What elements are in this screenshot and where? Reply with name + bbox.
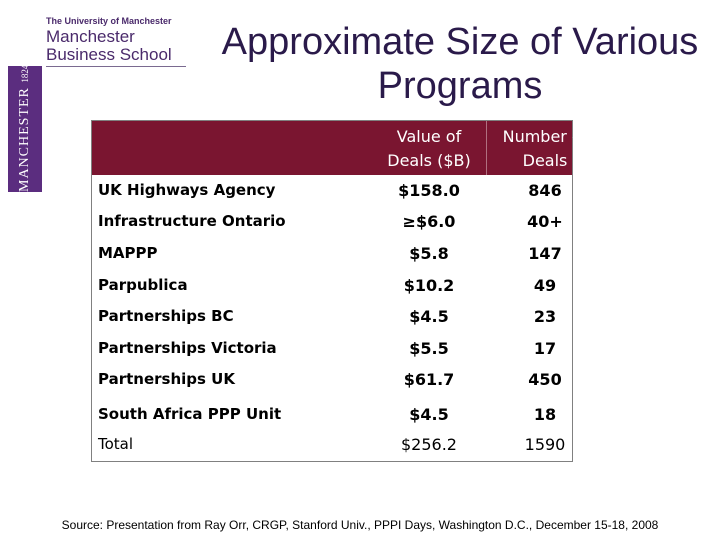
header-value-line1: Value of: [396, 127, 462, 146]
deal-count: 23: [533, 307, 557, 326]
total-label: Total: [98, 435, 134, 453]
deal-count: 450: [528, 370, 562, 389]
deal-value: $10.2: [403, 276, 455, 295]
header-divider: [486, 121, 487, 175]
table-row: MAPPP $5.8 147: [92, 240, 572, 272]
deal-value: $158.0: [398, 181, 460, 200]
deal-count: 18: [533, 405, 557, 424]
program-name: South Africa PPP Unit: [98, 405, 282, 423]
deal-value: $5.8: [409, 244, 449, 263]
logo-university-name: The University of Manchester: [46, 16, 172, 26]
table-row: Partnerships UK $61.7 450: [92, 366, 572, 398]
university-logo: The University of Manchester Manchester …: [8, 14, 188, 194]
program-name: Infrastructure Ontario: [98, 212, 286, 230]
table-row: South Africa PPP Unit $4.5 18: [92, 401, 572, 433]
deal-count: 40+: [527, 212, 563, 231]
deal-value: $4.5: [409, 405, 449, 424]
total-value: $256.2: [401, 435, 457, 454]
source-citation: Source: Presentation from Ray Orr, CRGP,…: [61, 518, 659, 532]
crest-text: MANCHESTER 1824: [8, 64, 42, 192]
deal-value: ≥$6.0: [402, 212, 456, 231]
header-value-of-deals: Value of Deals ($B): [374, 125, 484, 173]
header-number-of-deals: Number of Deals: [490, 125, 600, 173]
crest-year: 1824: [20, 64, 30, 83]
table-row: Infrastructure Ontario ≥$6.0 40+: [92, 208, 572, 240]
slide-title: Approximate Size of Various Programs: [221, 21, 699, 107]
program-name: MAPPP: [98, 244, 158, 262]
program-name: Partnerships UK: [98, 370, 235, 388]
deal-count: 846: [528, 181, 562, 200]
header-number-line2: Deals: [522, 151, 568, 170]
program-name: Partnerships BC: [98, 307, 234, 325]
program-name: Parpublica: [98, 276, 188, 294]
deal-count: 147: [528, 244, 562, 263]
logo-school-line1: Manchester: [46, 27, 135, 46]
program-name: Partnerships Victoria: [98, 339, 277, 357]
logo-school-name: Manchester Business School: [46, 28, 172, 64]
table-row: Partnerships BC $4.5 23: [92, 303, 572, 335]
programs-table: Value of Deals ($B) Number of Deals UK H…: [91, 120, 587, 463]
deal-value: $5.5: [409, 339, 449, 358]
header-number-line1: Number of: [502, 127, 588, 146]
total-count: 1590: [524, 435, 566, 454]
table-row: Parpublica $10.2 49: [92, 272, 572, 304]
table-row: UK Highways Agency $158.0 846: [92, 177, 572, 209]
logo-divider: [46, 66, 186, 67]
deal-count: 17: [533, 339, 557, 358]
header-value-line2: Deals ($B): [387, 151, 471, 170]
logo-school-line2: Business School: [46, 45, 172, 64]
crest-name: MANCHESTER: [17, 87, 32, 192]
table-row: Partnerships Victoria $5.5 17: [92, 335, 572, 367]
manchester-crest: MANCHESTER 1824: [8, 64, 42, 192]
table-total-row: Total $256.2 1590: [92, 431, 572, 463]
program-name: UK Highways Agency: [98, 181, 276, 199]
deal-count: 49: [533, 276, 557, 295]
deal-value: $4.5: [409, 307, 449, 326]
table-header: Value of Deals ($B) Number of Deals: [92, 121, 587, 175]
deal-value: $61.7: [403, 370, 455, 389]
